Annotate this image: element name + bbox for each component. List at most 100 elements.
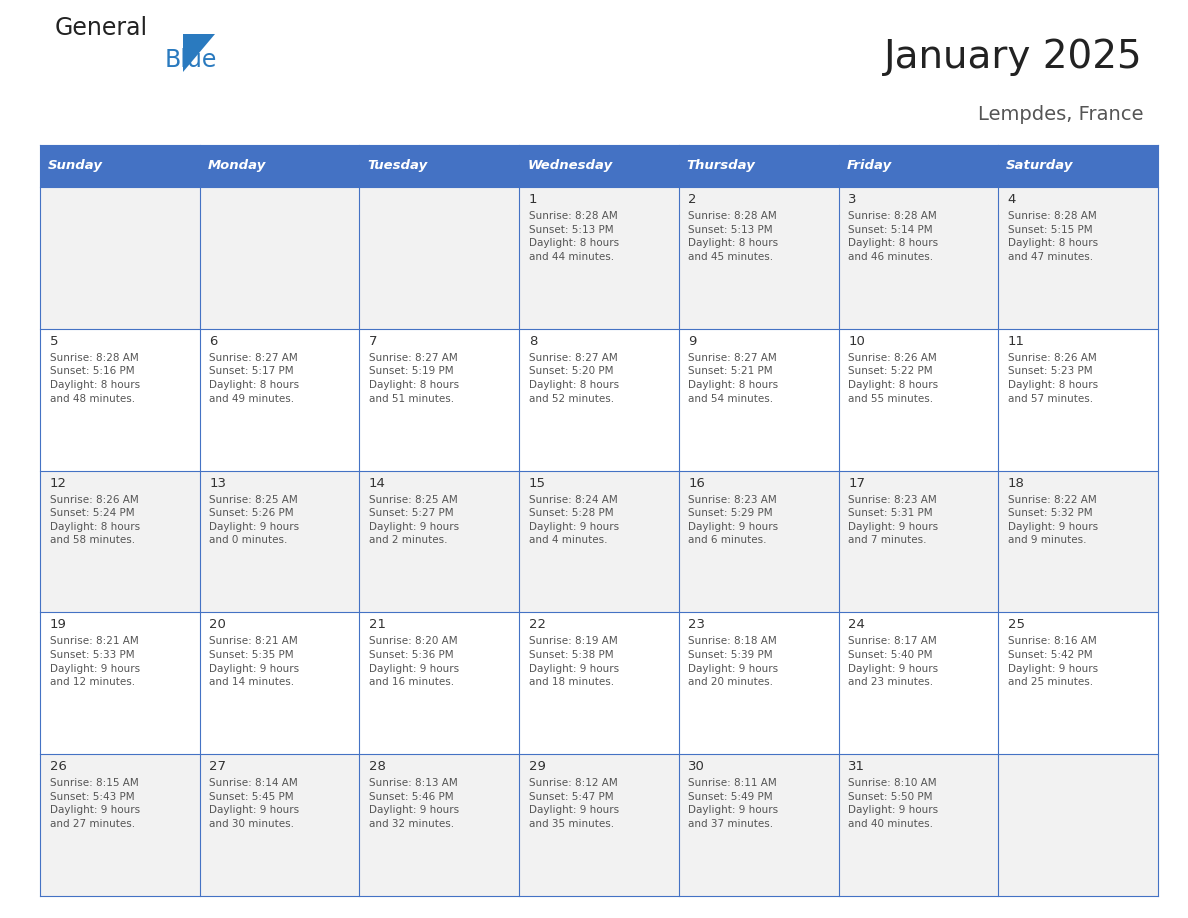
Text: Sunrise: 8:21 AM
Sunset: 5:33 PM
Daylight: 9 hours
and 12 minutes.: Sunrise: 8:21 AM Sunset: 5:33 PM Dayligh… xyxy=(50,636,140,688)
Text: Sunrise: 8:18 AM
Sunset: 5:39 PM
Daylight: 9 hours
and 20 minutes.: Sunrise: 8:18 AM Sunset: 5:39 PM Dayligh… xyxy=(688,636,778,688)
Text: Saturday: Saturday xyxy=(1006,160,1074,173)
Text: 19: 19 xyxy=(50,619,67,632)
Text: Sunrise: 8:23 AM
Sunset: 5:29 PM
Daylight: 9 hours
and 6 minutes.: Sunrise: 8:23 AM Sunset: 5:29 PM Dayligh… xyxy=(688,495,778,545)
Bar xyxy=(678,471,839,612)
Text: 7: 7 xyxy=(369,335,378,348)
Text: 6: 6 xyxy=(209,335,217,348)
Text: Sunrise: 8:26 AM
Sunset: 5:22 PM
Daylight: 8 hours
and 55 minutes.: Sunrise: 8:26 AM Sunset: 5:22 PM Dayligh… xyxy=(848,353,939,404)
Text: Thursday: Thursday xyxy=(687,160,756,173)
Text: Sunrise: 8:25 AM
Sunset: 5:26 PM
Daylight: 9 hours
and 0 minutes.: Sunrise: 8:25 AM Sunset: 5:26 PM Dayligh… xyxy=(209,495,299,545)
Text: Sunrise: 8:23 AM
Sunset: 5:31 PM
Daylight: 9 hours
and 7 minutes.: Sunrise: 8:23 AM Sunset: 5:31 PM Dayligh… xyxy=(848,495,939,545)
Bar xyxy=(678,329,839,471)
Text: 16: 16 xyxy=(688,476,706,489)
Bar xyxy=(839,471,998,612)
Text: Sunrise: 8:28 AM
Sunset: 5:13 PM
Daylight: 8 hours
and 44 minutes.: Sunrise: 8:28 AM Sunset: 5:13 PM Dayligh… xyxy=(529,211,619,262)
Bar xyxy=(519,329,678,471)
Bar xyxy=(519,145,678,187)
Bar xyxy=(839,145,998,187)
Bar xyxy=(200,755,360,896)
Text: Wednesday: Wednesday xyxy=(527,160,612,173)
Bar xyxy=(998,755,1158,896)
Text: Sunrise: 8:28 AM
Sunset: 5:15 PM
Daylight: 8 hours
and 47 minutes.: Sunrise: 8:28 AM Sunset: 5:15 PM Dayligh… xyxy=(1007,211,1098,262)
Text: General: General xyxy=(55,16,148,40)
Bar xyxy=(998,612,1158,755)
Text: Sunrise: 8:24 AM
Sunset: 5:28 PM
Daylight: 9 hours
and 4 minutes.: Sunrise: 8:24 AM Sunset: 5:28 PM Dayligh… xyxy=(529,495,619,545)
Bar xyxy=(998,187,1158,329)
Text: Blue: Blue xyxy=(165,48,217,72)
Text: 10: 10 xyxy=(848,335,865,348)
Bar xyxy=(839,187,998,329)
Text: 9: 9 xyxy=(688,335,697,348)
Bar xyxy=(40,471,200,612)
Text: Sunrise: 8:12 AM
Sunset: 5:47 PM
Daylight: 9 hours
and 35 minutes.: Sunrise: 8:12 AM Sunset: 5:47 PM Dayligh… xyxy=(529,778,619,829)
Text: 29: 29 xyxy=(529,760,545,773)
Text: 3: 3 xyxy=(848,193,857,206)
Polygon shape xyxy=(183,34,215,72)
Bar xyxy=(998,471,1158,612)
Bar xyxy=(519,755,678,896)
Bar xyxy=(200,187,360,329)
Bar xyxy=(519,187,678,329)
Text: Sunrise: 8:27 AM
Sunset: 5:19 PM
Daylight: 8 hours
and 51 minutes.: Sunrise: 8:27 AM Sunset: 5:19 PM Dayligh… xyxy=(369,353,459,404)
Text: 28: 28 xyxy=(369,760,386,773)
Text: 25: 25 xyxy=(1007,619,1025,632)
Text: 27: 27 xyxy=(209,760,226,773)
Text: Sunrise: 8:21 AM
Sunset: 5:35 PM
Daylight: 9 hours
and 14 minutes.: Sunrise: 8:21 AM Sunset: 5:35 PM Dayligh… xyxy=(209,636,299,688)
Text: Lempdes, France: Lempdes, France xyxy=(978,105,1143,124)
Text: Sunrise: 8:19 AM
Sunset: 5:38 PM
Daylight: 9 hours
and 18 minutes.: Sunrise: 8:19 AM Sunset: 5:38 PM Dayligh… xyxy=(529,636,619,688)
Bar xyxy=(200,471,360,612)
Text: 30: 30 xyxy=(688,760,706,773)
Text: 17: 17 xyxy=(848,476,865,489)
Text: Sunrise: 8:28 AM
Sunset: 5:16 PM
Daylight: 8 hours
and 48 minutes.: Sunrise: 8:28 AM Sunset: 5:16 PM Dayligh… xyxy=(50,353,140,404)
Text: Sunrise: 8:10 AM
Sunset: 5:50 PM
Daylight: 9 hours
and 40 minutes.: Sunrise: 8:10 AM Sunset: 5:50 PM Dayligh… xyxy=(848,778,939,829)
Text: Sunrise: 8:25 AM
Sunset: 5:27 PM
Daylight: 9 hours
and 2 minutes.: Sunrise: 8:25 AM Sunset: 5:27 PM Dayligh… xyxy=(369,495,459,545)
Text: Sunrise: 8:27 AM
Sunset: 5:17 PM
Daylight: 8 hours
and 49 minutes.: Sunrise: 8:27 AM Sunset: 5:17 PM Dayligh… xyxy=(209,353,299,404)
Bar xyxy=(519,612,678,755)
Text: Sunrise: 8:27 AM
Sunset: 5:21 PM
Daylight: 8 hours
and 54 minutes.: Sunrise: 8:27 AM Sunset: 5:21 PM Dayligh… xyxy=(688,353,778,404)
Text: Sunrise: 8:20 AM
Sunset: 5:36 PM
Daylight: 9 hours
and 16 minutes.: Sunrise: 8:20 AM Sunset: 5:36 PM Dayligh… xyxy=(369,636,459,688)
Bar xyxy=(839,612,998,755)
Text: 8: 8 xyxy=(529,335,537,348)
Text: 18: 18 xyxy=(1007,476,1025,489)
Text: 26: 26 xyxy=(50,760,67,773)
Text: 31: 31 xyxy=(848,760,865,773)
Text: Sunrise: 8:16 AM
Sunset: 5:42 PM
Daylight: 9 hours
and 25 minutes.: Sunrise: 8:16 AM Sunset: 5:42 PM Dayligh… xyxy=(1007,636,1098,688)
Bar xyxy=(360,145,519,187)
Text: 23: 23 xyxy=(688,619,706,632)
Text: Sunday: Sunday xyxy=(48,160,103,173)
Bar xyxy=(678,145,839,187)
Bar xyxy=(200,612,360,755)
Text: Sunrise: 8:26 AM
Sunset: 5:23 PM
Daylight: 8 hours
and 57 minutes.: Sunrise: 8:26 AM Sunset: 5:23 PM Dayligh… xyxy=(1007,353,1098,404)
Text: 15: 15 xyxy=(529,476,545,489)
Text: Sunrise: 8:14 AM
Sunset: 5:45 PM
Daylight: 9 hours
and 30 minutes.: Sunrise: 8:14 AM Sunset: 5:45 PM Dayligh… xyxy=(209,778,299,829)
Text: 22: 22 xyxy=(529,619,545,632)
Text: January 2025: January 2025 xyxy=(884,38,1143,76)
Text: 11: 11 xyxy=(1007,335,1025,348)
Bar xyxy=(200,145,360,187)
Bar xyxy=(40,187,200,329)
Text: 24: 24 xyxy=(848,619,865,632)
Bar xyxy=(998,145,1158,187)
Bar xyxy=(40,145,200,187)
Bar xyxy=(360,755,519,896)
Text: Sunrise: 8:28 AM
Sunset: 5:14 PM
Daylight: 8 hours
and 46 minutes.: Sunrise: 8:28 AM Sunset: 5:14 PM Dayligh… xyxy=(848,211,939,262)
Text: Sunrise: 8:13 AM
Sunset: 5:46 PM
Daylight: 9 hours
and 32 minutes.: Sunrise: 8:13 AM Sunset: 5:46 PM Dayligh… xyxy=(369,778,459,829)
Text: Sunrise: 8:27 AM
Sunset: 5:20 PM
Daylight: 8 hours
and 52 minutes.: Sunrise: 8:27 AM Sunset: 5:20 PM Dayligh… xyxy=(529,353,619,404)
Bar xyxy=(839,329,998,471)
Bar xyxy=(40,755,200,896)
Bar xyxy=(998,329,1158,471)
Text: 2: 2 xyxy=(688,193,697,206)
Text: 12: 12 xyxy=(50,476,67,489)
Text: Sunrise: 8:28 AM
Sunset: 5:13 PM
Daylight: 8 hours
and 45 minutes.: Sunrise: 8:28 AM Sunset: 5:13 PM Dayligh… xyxy=(688,211,778,262)
Text: 21: 21 xyxy=(369,619,386,632)
Text: 14: 14 xyxy=(369,476,386,489)
Bar xyxy=(360,187,519,329)
Bar xyxy=(678,755,839,896)
Bar xyxy=(40,612,200,755)
Text: Monday: Monday xyxy=(208,160,266,173)
Text: Tuesday: Tuesday xyxy=(367,160,428,173)
Text: 5: 5 xyxy=(50,335,58,348)
Bar xyxy=(519,471,678,612)
Bar xyxy=(360,471,519,612)
Bar xyxy=(678,612,839,755)
